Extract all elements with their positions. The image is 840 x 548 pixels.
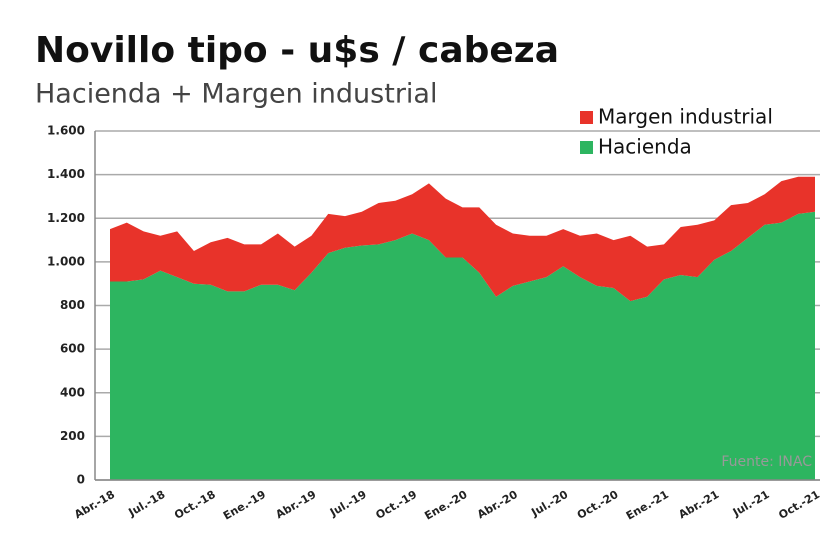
- x-tick-label: Abr.-18: [72, 488, 117, 521]
- x-tick-label: Ene.-19: [221, 488, 268, 523]
- y-tick-label: 800: [60, 298, 85, 312]
- source: Fuente: INAC: [721, 454, 812, 470]
- legend-swatch: [580, 111, 593, 124]
- x-tick-label: Jul.-19: [327, 488, 369, 520]
- y-tick-label: 0: [77, 473, 85, 487]
- legend-label: Hacienda: [598, 135, 692, 159]
- legend-label: Margen industrial: [598, 105, 773, 129]
- y-tick-label: 1.400: [47, 167, 85, 181]
- y-tick-label: 400: [60, 385, 85, 399]
- x-tick-label: Jul.-21: [730, 488, 772, 520]
- y-tick-label: 1.000: [47, 254, 85, 268]
- chart-subtitle: Hacienda + Margen industrial: [35, 79, 437, 110]
- x-tick-label: Oct.-19: [374, 488, 420, 522]
- y-tick-label: 600: [60, 342, 85, 356]
- x-tick-label: Abr.-19: [274, 488, 319, 521]
- area: [110, 211, 815, 481]
- x-tick-label: Ene.-21: [624, 488, 671, 523]
- x-tick-label: Oct.-20: [575, 488, 621, 522]
- x-tick-label: Jul.-18: [126, 488, 168, 520]
- x-tick-label: Oct.-21: [776, 488, 822, 522]
- y-tick-label: 1.200: [47, 211, 85, 225]
- x-tick-label: Abr.-20: [475, 488, 520, 522]
- area: [110, 176, 815, 302]
- x-tick-label: Abr.-21: [676, 488, 721, 521]
- x-tick-label: Ene.-20: [422, 488, 469, 523]
- y-tick-label: 1.600: [47, 124, 85, 138]
- x-tick-label: Oct.-18: [172, 488, 218, 522]
- legend-swatch: [580, 141, 593, 154]
- y-tick-label: 200: [60, 429, 85, 443]
- chart-title: Novillo tipo - u$s / cabeza: [35, 30, 559, 71]
- x-tick-label: Jul.-20: [528, 488, 570, 520]
